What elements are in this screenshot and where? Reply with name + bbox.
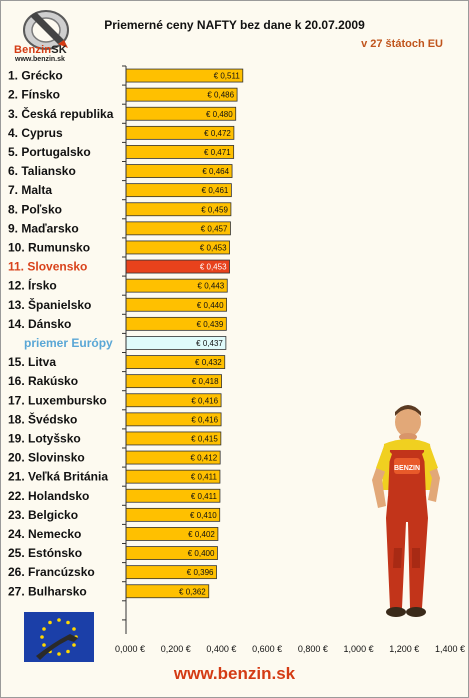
value-label: € 0,453	[200, 243, 227, 252]
category-label: 18. Švédsko	[8, 411, 77, 426]
value-label: € 0,396	[187, 568, 214, 577]
category-label: priemer Európy	[24, 336, 113, 350]
value-label: € 0,410	[190, 511, 217, 520]
value-label: € 0,362	[179, 587, 206, 596]
value-label: € 0,486	[207, 91, 234, 100]
value-label: € 0,472	[204, 129, 231, 138]
category-label: 21. Veľká Británia	[8, 470, 108, 484]
value-label: € 0,457	[201, 224, 228, 233]
category-label: 27. Bulharsko	[8, 584, 87, 598]
category-label: 5. Portugalsko	[8, 145, 91, 159]
value-label: € 0,411	[191, 492, 218, 501]
benzin-sk-logo	[6, 8, 90, 66]
eu-flag-with-nozzle	[24, 612, 94, 662]
category-label: 11. Slovensko	[8, 260, 87, 274]
value-label: € 0,416	[191, 415, 218, 424]
value-label: € 0,415	[191, 434, 218, 443]
category-label: 20. Slovinsko	[8, 451, 85, 465]
x-tick-label: 1,200 €	[389, 644, 419, 654]
category-label: 9. Maďarsko	[8, 221, 79, 235]
category-label: 14. Dánsko	[8, 317, 71, 331]
fuel-nozzle-icon	[23, 10, 69, 50]
value-label: € 0,402	[188, 530, 215, 539]
category-label: 15. Litva	[8, 355, 56, 369]
x-tick-label: 1,000 €	[344, 644, 374, 654]
logo-url: www.benzin.sk	[15, 56, 65, 63]
x-tick-label: 0,600 €	[252, 644, 282, 654]
value-label: € 0,461	[202, 186, 229, 195]
category-label: 3. Česká republika	[8, 106, 114, 121]
gas-station-worker-illustration: BENZIN	[364, 398, 444, 630]
value-label: € 0,412	[190, 454, 217, 463]
x-tick-label: 1,400 €	[435, 644, 465, 654]
category-label: 16. Rakúsko	[8, 374, 78, 388]
logo-wordmark: BenzinSK	[14, 44, 67, 56]
category-label: 17. Luxembursko	[8, 393, 107, 407]
value-label: € 0,416	[191, 396, 218, 405]
category-label: 25. Estónsko	[8, 546, 82, 560]
value-label: € 0,432	[195, 358, 222, 367]
value-label: € 0,439	[197, 320, 224, 329]
value-label: € 0,400	[188, 549, 215, 558]
value-label: € 0,411	[191, 473, 218, 482]
category-label: 12. Írsko	[8, 278, 57, 293]
value-label: € 0,443	[198, 282, 225, 291]
value-label: € 0,453	[200, 263, 227, 272]
category-label: 23. Belgicko	[8, 508, 78, 522]
x-tick-label: 0,400 €	[206, 644, 236, 654]
category-label: 8. Poľsko	[8, 202, 62, 216]
category-label: 1. Grécko	[8, 69, 63, 83]
category-label: 10. Rumunsko	[8, 240, 90, 254]
category-label: 2. Fínsko	[8, 88, 60, 102]
svg-text:BENZIN: BENZIN	[394, 465, 420, 472]
category-label: 6. Taliansko	[8, 164, 76, 178]
x-tick-label: 0,800 €	[298, 644, 328, 654]
footer-url: www.benzin.sk	[173, 664, 296, 683]
value-label: € 0,480	[206, 110, 233, 119]
x-tick-label: 0,200 €	[161, 644, 191, 654]
category-label: 13. Španielsko	[8, 297, 91, 312]
logo-brand: Benzin	[14, 44, 52, 56]
category-label: 19. Lotyšsko	[8, 431, 81, 445]
x-tick-label: 0,000 €	[115, 644, 145, 654]
category-label: 22. Holandsko	[8, 489, 89, 503]
value-label: € 0,464	[202, 167, 229, 176]
value-label: € 0,437	[196, 339, 223, 348]
category-label: 4. Cyprus	[8, 126, 63, 140]
value-label: € 0,511	[214, 72, 241, 81]
value-label: € 0,471	[204, 148, 231, 157]
category-label: 7. Malta	[8, 183, 52, 197]
chart-subtitle: v 27 štátoch EU	[361, 38, 443, 50]
value-label: € 0,459	[201, 205, 228, 214]
chart-title: Priemerné ceny NAFTY bez dane k 20.07.20…	[104, 18, 365, 32]
category-label: 24. Nemecko	[8, 527, 81, 541]
category-label: 26. Francúzsko	[8, 565, 95, 579]
logo-suffix: SK	[51, 44, 67, 56]
value-label: € 0,418	[192, 377, 219, 386]
value-label: € 0,440	[197, 301, 224, 310]
